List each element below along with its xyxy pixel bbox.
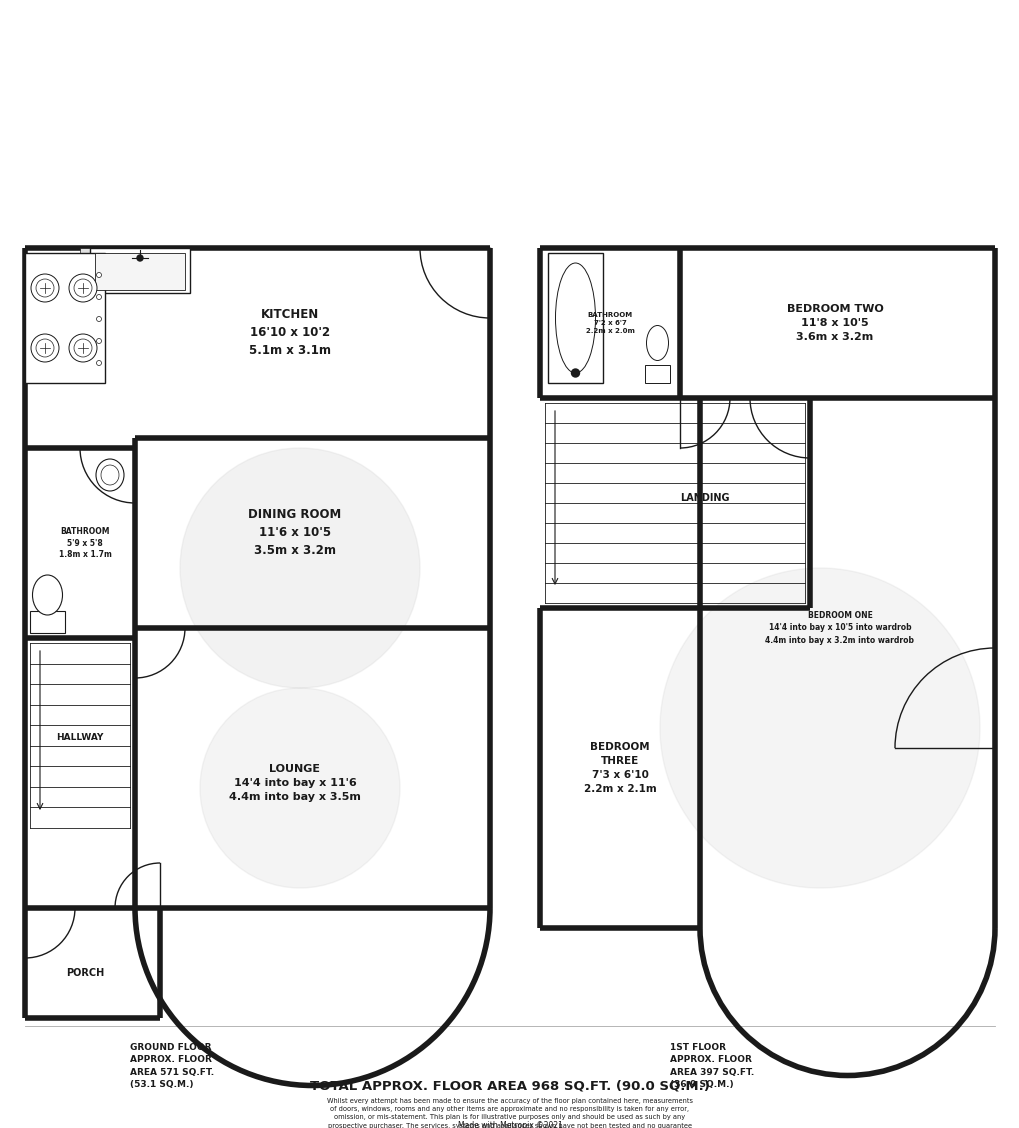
Circle shape — [69, 334, 97, 362]
Bar — [30, 611, 65, 633]
Text: TOTAL APPROX. FLOOR AREA 968 SQ.FT. (90.0 SQ.M.): TOTAL APPROX. FLOOR AREA 968 SQ.FT. (90.… — [310, 1079, 709, 1093]
Text: LOUNGE
14'4 into bay x 11'6
4.4m into bay x 3.5m: LOUNGE 14'4 into bay x 11'6 4.4m into ba… — [229, 764, 361, 802]
Bar — [95, 253, 184, 290]
Text: BEDROOM TWO
11'8 x 10'5
3.6m x 3.2m: BEDROOM TWO 11'8 x 10'5 3.6m x 3.2m — [786, 305, 882, 342]
Text: HALLWAY: HALLWAY — [56, 733, 104, 742]
Ellipse shape — [555, 263, 595, 373]
Bar — [79, 248, 184, 253]
Text: LANDING: LANDING — [680, 493, 729, 503]
Circle shape — [69, 274, 97, 302]
Ellipse shape — [646, 326, 667, 361]
Text: Whilst every attempt has been made to ensure the accuracy of the floor plan cont: Whilst every attempt has been made to en… — [327, 1098, 692, 1128]
Circle shape — [200, 688, 399, 888]
Bar — [547, 253, 602, 384]
Circle shape — [571, 369, 579, 377]
Circle shape — [97, 338, 102, 344]
Bar — [644, 365, 669, 384]
Bar — [90, 248, 190, 293]
Circle shape — [659, 569, 979, 888]
Text: BEDROOM
THREE
7'3 x 6'10
2.2m x 2.1m: BEDROOM THREE 7'3 x 6'10 2.2m x 2.1m — [583, 742, 656, 794]
Text: KITCHEN
16'10 x 10'2
5.1m x 3.1m: KITCHEN 16'10 x 10'2 5.1m x 3.1m — [249, 308, 331, 358]
Bar — [25, 908, 160, 1017]
Circle shape — [137, 255, 143, 261]
Bar — [25, 253, 105, 384]
Text: PORCH: PORCH — [66, 968, 104, 978]
Circle shape — [74, 279, 92, 297]
Circle shape — [31, 334, 59, 362]
Circle shape — [97, 273, 102, 277]
Text: BATHROOM
5'9 x 5'8
1.8m x 1.7m: BATHROOM 5'9 x 5'8 1.8m x 1.7m — [58, 527, 111, 559]
Ellipse shape — [33, 575, 62, 615]
Text: BEDROOM ONE
14'4 into bay x 10'5 into wardrob
4.4m into bay x 3.2m into wardrob: BEDROOM ONE 14'4 into bay x 10'5 into wa… — [764, 611, 914, 645]
Text: DINING ROOM
11'6 x 10'5
3.5m x 3.2m: DINING ROOM 11'6 x 10'5 3.5m x 3.2m — [249, 509, 341, 557]
Circle shape — [36, 279, 54, 297]
Circle shape — [97, 361, 102, 365]
Circle shape — [97, 317, 102, 321]
Ellipse shape — [96, 459, 124, 491]
Bar — [25, 248, 489, 908]
Text: 1ST FLOOR
APPROX. FLOOR
AREA 397 SQ.FT.
(36.9 SQ.M.): 1ST FLOOR APPROX. FLOOR AREA 397 SQ.FT. … — [669, 1043, 753, 1090]
Circle shape — [31, 274, 59, 302]
Text: GROUND FLOOR
APPROX. FLOOR
AREA 571 SQ.FT.
(53.1 SQ.M.): GROUND FLOOR APPROX. FLOOR AREA 571 SQ.F… — [129, 1043, 214, 1090]
Circle shape — [97, 294, 102, 300]
Text: Made with Metropix ©2021: Made with Metropix ©2021 — [458, 1120, 561, 1128]
Text: BATHROOM
7'2 x 6'7
2.2m x 2.0m: BATHROOM 7'2 x 6'7 2.2m x 2.0m — [585, 312, 634, 334]
Circle shape — [179, 448, 420, 688]
Circle shape — [36, 340, 54, 356]
Circle shape — [74, 340, 92, 356]
